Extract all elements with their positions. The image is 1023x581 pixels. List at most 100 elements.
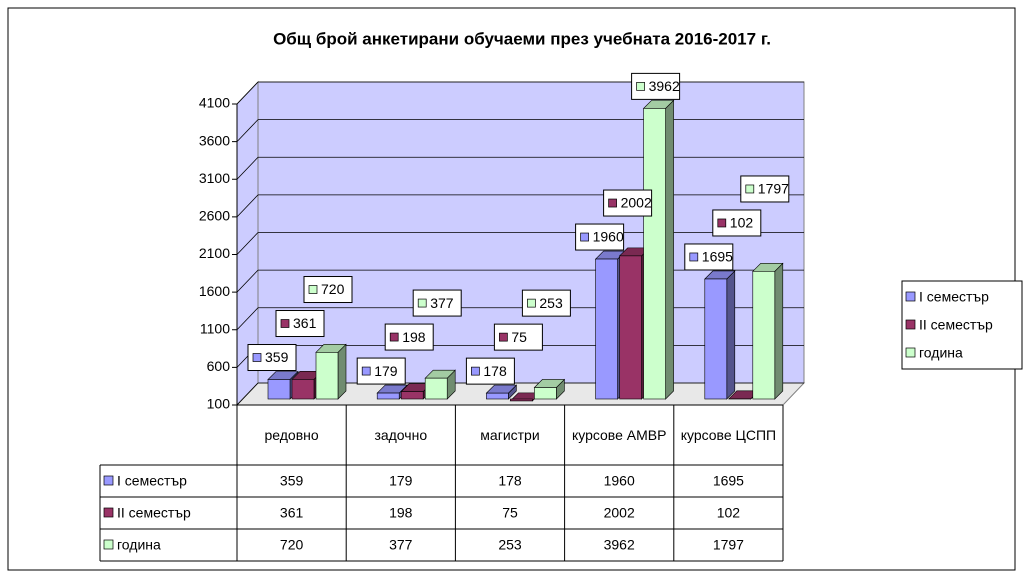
y-tick-label: 2600 xyxy=(199,208,230,224)
data-label-key xyxy=(609,199,617,207)
bar xyxy=(534,387,556,399)
data-label-text: 253 xyxy=(539,295,563,311)
data-label-key xyxy=(637,82,645,90)
y-tick-label: 4100 xyxy=(199,95,230,111)
x-tick-label: задочно xyxy=(350,405,451,465)
data-label-key xyxy=(581,233,589,241)
category-cell: курсове АМВР xyxy=(569,405,670,465)
table-key xyxy=(104,508,113,517)
data-label: 75 xyxy=(494,324,542,350)
table-cell: 1797 xyxy=(713,537,744,553)
table-key xyxy=(104,476,113,485)
bar xyxy=(292,379,314,399)
data-label: 102 xyxy=(713,210,761,236)
table-key xyxy=(104,540,113,549)
table-row-header: I семестър xyxy=(117,473,187,489)
data-label-text: 720 xyxy=(321,281,345,297)
table-cell: 75 xyxy=(502,505,518,521)
x-tick-label: магистри xyxy=(459,405,560,465)
data-label: 3962 xyxy=(632,73,680,99)
bar xyxy=(425,378,447,399)
data-label: 178 xyxy=(466,358,514,384)
category-cell: курсове ЦСПП xyxy=(678,405,779,465)
data-label: 1797 xyxy=(741,176,789,202)
data-label-key xyxy=(718,219,726,227)
legend-label: година xyxy=(919,345,963,361)
data-label-text: 359 xyxy=(265,349,289,365)
table-cell: 2002 xyxy=(604,505,635,521)
table-cell: 359 xyxy=(280,473,304,489)
legend-key xyxy=(906,292,915,301)
bar xyxy=(705,279,727,399)
data-label: 359 xyxy=(248,345,296,371)
data-label-key xyxy=(499,333,507,341)
category-cell: редовно xyxy=(241,405,342,465)
data-label-text: 361 xyxy=(293,315,317,331)
x-tick-label: редовно xyxy=(241,405,342,465)
x-tick-label: курсове АМВР xyxy=(569,405,670,465)
chart-title: Общ брой анкетирани обучаеми през учебна… xyxy=(273,29,771,48)
bar-side xyxy=(338,344,346,399)
data-label: 179 xyxy=(357,358,405,384)
bar xyxy=(268,380,290,399)
category-cell: задочно xyxy=(350,405,451,465)
data-label: 1695 xyxy=(685,244,733,270)
data-label-key xyxy=(390,333,398,341)
y-tick-label: 2100 xyxy=(199,245,230,261)
data-label-text: 75 xyxy=(511,329,527,345)
legend: I семестър II семестър година xyxy=(902,281,1022,369)
data-label-key xyxy=(471,367,479,375)
y-tick-label: 1600 xyxy=(199,283,230,299)
data-label: 361 xyxy=(276,311,324,337)
legend-key xyxy=(906,348,915,357)
data-label-key xyxy=(362,367,370,375)
table-cell: 253 xyxy=(498,537,522,553)
bar xyxy=(486,393,508,399)
category-cell: магистри xyxy=(459,405,560,465)
bar-side xyxy=(666,100,674,399)
table-cell: 720 xyxy=(280,537,304,553)
data-label-text: 1695 xyxy=(702,249,733,265)
data-label: 198 xyxy=(385,324,433,350)
bar xyxy=(401,392,423,399)
bar xyxy=(510,399,532,401)
data-label: 1960 xyxy=(576,224,624,250)
table-cell: 179 xyxy=(389,473,413,489)
data-label-text: 178 xyxy=(483,363,507,379)
table-cell: 178 xyxy=(498,473,522,489)
data-label: 377 xyxy=(413,290,461,316)
data-label-key xyxy=(690,253,698,261)
data-label-text: 2002 xyxy=(621,195,652,211)
data-label-text: 179 xyxy=(374,363,398,379)
bar xyxy=(596,259,618,399)
data-label-text: 3962 xyxy=(649,78,680,94)
bar xyxy=(644,108,666,399)
data-label-text: 102 xyxy=(730,215,754,231)
data-label: 720 xyxy=(304,277,352,303)
y-tick-label: 100 xyxy=(207,396,231,412)
legend-label: I семестър xyxy=(919,289,989,305)
data-label-text: 377 xyxy=(430,295,454,311)
data-label-key xyxy=(309,286,317,294)
y-tick-label: 1100 xyxy=(200,320,230,336)
table-row-header: II семестър xyxy=(117,505,191,521)
bar xyxy=(753,271,775,399)
table-cell: 1695 xyxy=(713,473,744,489)
data-label-key xyxy=(253,354,261,362)
data-label-key xyxy=(746,185,754,193)
legend-label: II семестър xyxy=(919,317,993,333)
table-cell: 377 xyxy=(389,537,413,553)
bar-side xyxy=(775,263,783,399)
data-label-key xyxy=(527,299,535,307)
table-cell: 102 xyxy=(717,505,741,521)
data-label-key xyxy=(281,320,289,328)
table-row-header: година xyxy=(117,537,161,553)
x-tick-label: курсове ЦСПП xyxy=(678,405,779,465)
bar xyxy=(316,352,338,399)
table-cell: 198 xyxy=(389,505,413,521)
y-tick-label: 3100 xyxy=(199,170,230,186)
data-label-text: 1960 xyxy=(593,229,624,245)
data-label-key xyxy=(418,299,426,307)
table-cell: 361 xyxy=(280,505,304,521)
